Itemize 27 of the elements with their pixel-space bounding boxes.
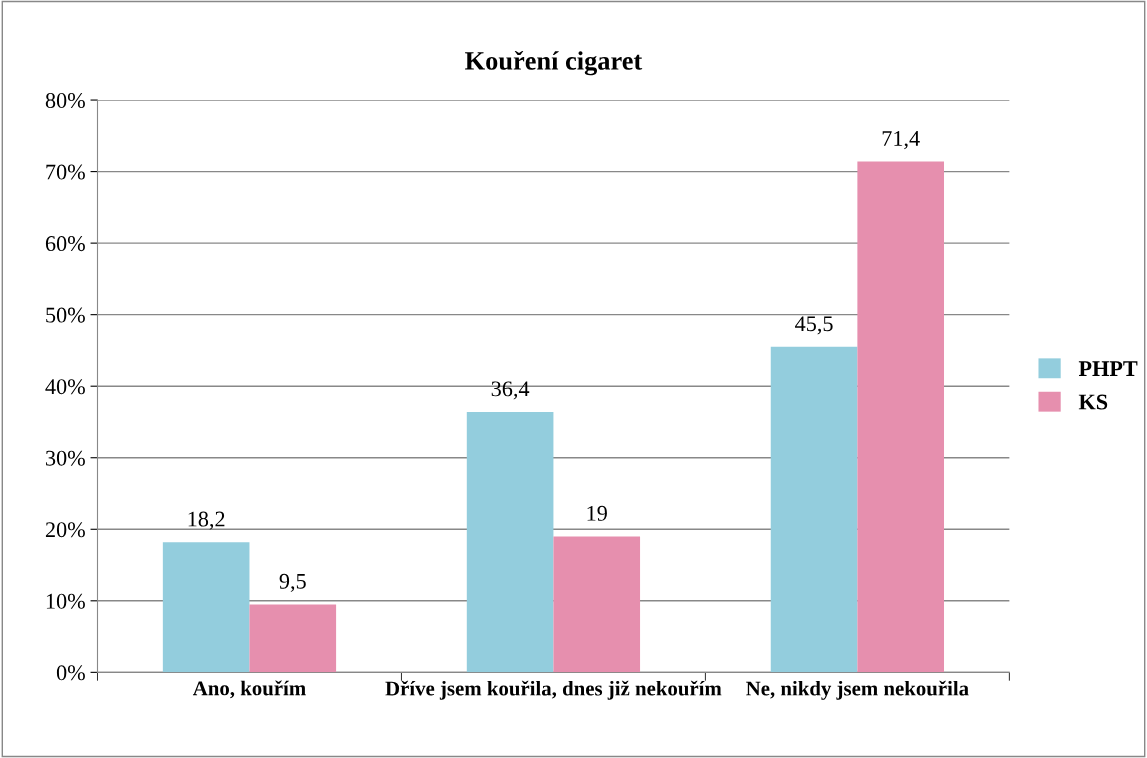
chart-title: Kouření cigaret [465, 50, 643, 76]
y-tick-label: 40% [45, 379, 85, 395]
data-label: 71,4 [882, 131, 920, 150]
y-tick-label: 0% [56, 665, 85, 681]
bar [770, 346, 858, 673]
x-tick-label: Dříve jsem kouřila, dnes již nekouřím [385, 680, 722, 700]
y-tick-label: 30% [46, 450, 85, 466]
y-tick-label: 20% [45, 522, 85, 538]
data-label: 9,5 [279, 573, 306, 592]
data-label: 36,4 [491, 381, 530, 400]
y-tick-label: 60% [45, 236, 85, 252]
x-tick-label: Ano, kouřím [192, 680, 306, 699]
bar [466, 411, 554, 673]
bar [857, 161, 945, 673]
bar [249, 604, 337, 673]
bar [162, 542, 250, 673]
y-tick-label: 70% [46, 164, 85, 180]
y-tick-label: 10% [46, 593, 85, 609]
bar [553, 536, 641, 673]
data-label: 19 [587, 505, 607, 521]
data-label: 18,2 [188, 511, 225, 530]
legend-label: KS [1078, 394, 1108, 410]
x-tick-label: Ne, nikdy jsem nekouřila [746, 680, 969, 700]
y-tick-label: 50% [46, 307, 85, 323]
data-label: 45,5 [795, 316, 833, 335]
legend-label: PHPT [1078, 361, 1138, 376]
y-tick-label: 80% [45, 92, 85, 109]
